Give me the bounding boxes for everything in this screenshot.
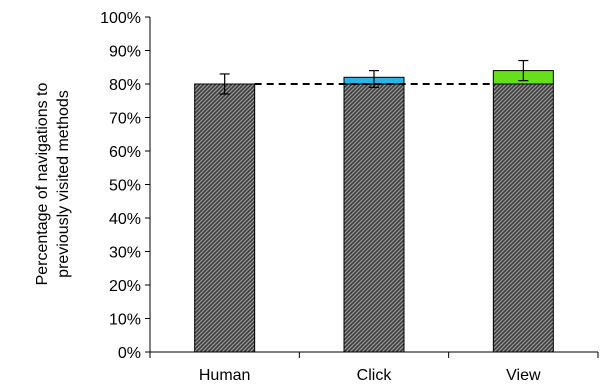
y-tick-label: 60% <box>109 144 141 161</box>
bar-base-human <box>194 83 256 353</box>
bar-base-view <box>492 83 554 353</box>
y-axis: 0% 10% 20% 30% 40% 50% 60% 70% 80% 90% 100% <box>100 10 150 362</box>
y-tick-label: 70% <box>109 111 141 128</box>
axes-lines <box>149 17 598 353</box>
y-tick-label: 0% <box>118 345 141 362</box>
x-tick-label: Click <box>357 367 393 384</box>
y-tick-label: 30% <box>109 245 141 262</box>
y-tick-label: 40% <box>109 211 141 228</box>
error-bars <box>219 59 529 95</box>
x-axis: Human Click View <box>149 352 599 384</box>
y-axis-title-line-1: Percentage of navigations to <box>34 83 51 286</box>
y-tick-label: 50% <box>109 178 141 195</box>
y-tick-label: 10% <box>109 312 141 329</box>
x-tick-label: Human <box>199 367 251 384</box>
x-tick-label: View <box>506 367 541 384</box>
y-axis-title-line-2: previously visited methods <box>55 90 72 278</box>
bars <box>194 70 554 353</box>
bar-base-click <box>343 83 405 353</box>
y-tick-label: 80% <box>109 77 141 94</box>
y-axis-title: Percentage of navigations to previously … <box>34 83 72 286</box>
y-tick-label: 90% <box>109 44 141 61</box>
y-tick-label: 100% <box>100 10 141 27</box>
y-tick-label: 20% <box>109 278 141 295</box>
